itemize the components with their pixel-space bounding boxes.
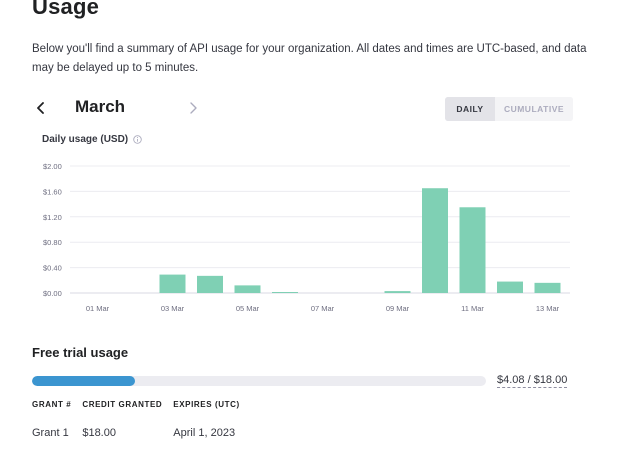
x-tick-label: 13 Mar — [536, 304, 560, 313]
previous-month-button[interactable] — [32, 96, 50, 120]
credit-granted-cell: $18.00 — [82, 427, 116, 439]
chart-bar — [234, 285, 261, 293]
free-trial-amount[interactable]: $4.08 / $18.00 — [497, 374, 568, 388]
chart-bar — [534, 282, 561, 293]
column-header-expires: EXPIRES (UTC) — [173, 400, 240, 409]
y-tick-label: $1.60 — [43, 187, 62, 196]
free-trial-title: Free trial usage — [32, 345, 129, 360]
expires-cell: April 1, 2023 — [173, 427, 236, 439]
chart-heading: Daily usage (USD) — [42, 134, 142, 145]
chart-bar — [197, 275, 223, 293]
page-description: Below you'll find a summary of API usage… — [32, 43, 587, 74]
chart-bar — [384, 291, 411, 293]
y-tick-label: $0.80 — [43, 238, 62, 247]
daily-view-button[interactable]: DAILY — [445, 97, 495, 121]
next-month-button[interactable] — [184, 96, 202, 120]
cumulative-view-button[interactable]: CUMULATIVE — [495, 97, 573, 121]
credit-grants-table: GRANT # CREDIT GRANTED EXPIRES (UTC) Gra… — [32, 400, 251, 439]
x-tick-label: 07 Mar — [311, 304, 335, 313]
free-trial-progress-fill — [32, 376, 135, 386]
chart-bar — [159, 274, 186, 293]
month-navigation: March — [32, 96, 232, 120]
y-tick-label: $1.20 — [43, 213, 62, 222]
table-header-row: GRANT # CREDIT GRANTED EXPIRES (UTC) — [32, 400, 251, 421]
daily-usage-chart: $0.00 $0.40 $0.80 $1.20 $1.60 $2.00 01 Mar 03 M… — [43, 162, 570, 313]
x-tick-label: 03 Mar — [161, 304, 185, 313]
page-title: Usage — [32, 0, 100, 19]
column-header-grant: GRANT # — [32, 400, 72, 409]
info-icon[interactable] — [133, 135, 142, 144]
chart-bar — [422, 188, 448, 293]
chart-bar — [497, 281, 523, 293]
chart-title: Daily usage (USD) — [42, 134, 129, 145]
table-row: Grant 1 $18.00 April 1, 2023 — [32, 421, 251, 439]
x-tick-label: 01 Mar — [86, 304, 110, 313]
x-tick-label: 11 Mar — [461, 304, 484, 313]
x-tick-label: 05 Mar — [236, 304, 260, 313]
chart-bar — [272, 292, 298, 293]
chevron-right-icon — [190, 102, 197, 114]
grant-name-cell: Grant 1 — [32, 427, 69, 439]
y-tick-label: $0.00 — [43, 289, 62, 298]
free-trial-progress-bar — [32, 376, 486, 386]
chart-bar — [459, 207, 486, 293]
chevron-left-icon — [37, 102, 44, 114]
current-month-label: March — [75, 97, 126, 116]
column-header-credit-granted: CREDIT GRANTED — [82, 400, 163, 409]
y-tick-label: $2.00 — [43, 162, 62, 171]
y-tick-label: $0.40 — [43, 264, 62, 273]
x-tick-label: 09 Mar — [386, 304, 410, 313]
usage-view-toggle: DAILY CUMULATIVE — [445, 97, 573, 121]
